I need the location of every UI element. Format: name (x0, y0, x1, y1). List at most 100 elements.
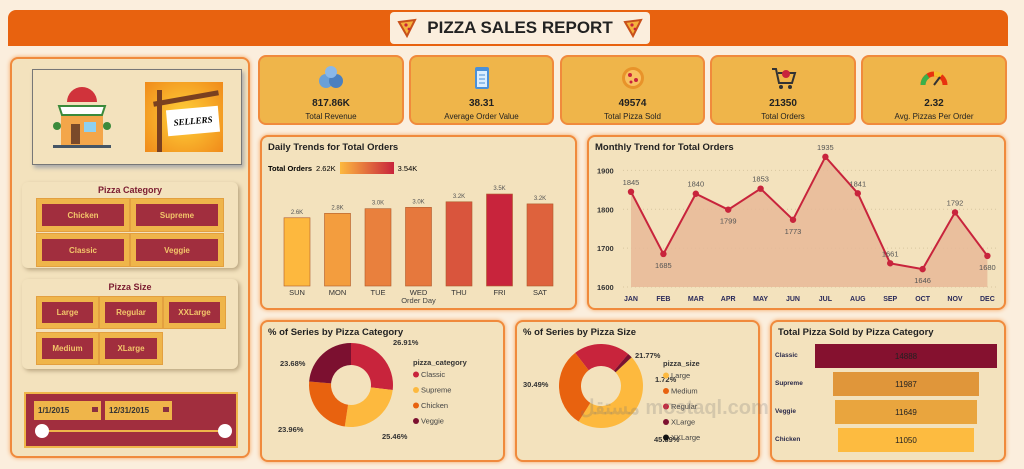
data-point[interactable] (887, 260, 894, 267)
data-label: 1680 (979, 263, 996, 272)
kpi-card-total-orders: 21350 Total Orders (710, 55, 856, 125)
data-point[interactable] (627, 188, 635, 195)
button-label: XXLarge (169, 302, 220, 323)
date-slider-end-handle[interactable] (218, 424, 232, 438)
data-label: 3.2K (534, 196, 546, 202)
slicer-title: Pizza Category (97, 185, 163, 195)
size-medium-button[interactable]: Medium (36, 332, 99, 365)
kpi-value: 817.86K (312, 98, 350, 109)
data-point[interactable] (951, 209, 959, 216)
data-label: 1840 (687, 180, 704, 189)
data-point[interactable] (919, 265, 926, 273)
category-classic-button[interactable]: Classic (36, 233, 130, 267)
bar-value: 11987 (895, 379, 917, 389)
category-label: Supreme (775, 380, 803, 387)
kpi-value: 38.31 (468, 98, 495, 109)
x-tick-label: MAY (753, 296, 768, 303)
legend-item-classic[interactable]: Classic (421, 370, 445, 379)
slice-classic[interactable] (351, 343, 393, 391)
bar-sun[interactable] (283, 217, 311, 287)
legend-title: pizza_size (663, 359, 700, 368)
data-point[interactable] (822, 153, 829, 161)
calendar-icon (163, 407, 169, 412)
size-regular-button[interactable]: Regular (99, 296, 163, 329)
data-point[interactable] (854, 190, 861, 197)
kpi-value: 21350 (769, 98, 797, 109)
data-point[interactable] (692, 190, 699, 197)
category-chicken-button[interactable]: Chicken (36, 198, 130, 232)
slice-xlarge[interactable] (613, 354, 632, 373)
bar-mon[interactable] (324, 213, 351, 287)
end-date-input[interactable]: 12/31/2015 (105, 401, 172, 420)
legend-item-medium[interactable]: Medium (671, 387, 698, 396)
pizza-sold-by-category-chart: Total Pizza Sold by Pizza Category Class… (770, 320, 1006, 462)
category-supreme-button[interactable]: Supreme (130, 198, 224, 232)
data-label: 1799 (720, 217, 737, 226)
kpi-value: 49574 (618, 98, 647, 109)
page-title: PIZZA SALES REPORT (427, 18, 613, 37)
daily-trends-chart: Daily Trends for Total Orders Total Orde… (260, 135, 577, 310)
data-point[interactable] (725, 206, 732, 213)
legend-item-large[interactable]: Large (671, 371, 690, 380)
bar-wed[interactable] (405, 207, 432, 287)
date-slider-track[interactable] (42, 430, 224, 432)
legend-item-regular[interactable]: Regular (671, 402, 698, 411)
slice-veggie[interactable] (309, 343, 351, 384)
slice-supreme[interactable] (344, 387, 393, 427)
date-slider-start-handle[interactable] (35, 424, 49, 438)
slice-chicken[interactable] (309, 381, 349, 427)
size-large-button[interactable]: Large (36, 296, 99, 329)
legend-item-veggie[interactable]: Veggie (421, 417, 444, 426)
start-date-input[interactable]: 1/1/2015 (34, 401, 101, 420)
trend-line (630, 155, 989, 271)
legend-item-xxlarge[interactable]: XXLarge (671, 433, 700, 442)
data-label: 2.6K (291, 210, 303, 216)
sellers-sign-text: SELLERS (165, 105, 221, 137)
category-donut-chart: % of Series by Pizza Category 26.91% 25.4… (260, 320, 505, 462)
data-label: 3.5K (493, 186, 505, 192)
y-tick-label: 1800 (597, 205, 614, 214)
kpi-label: Total Revenue (305, 112, 357, 121)
pizza-size-slicer: Pizza Size Large Regular XXLarge Medium … (22, 279, 238, 369)
slice-regular[interactable] (575, 344, 629, 371)
size-xlarge-button[interactable]: XLarge (99, 332, 163, 365)
category-veggie-button[interactable]: Veggie (130, 233, 224, 267)
logo-card: SELLERS (32, 69, 242, 165)
pizza-icon (621, 67, 644, 89)
cart-icon (772, 68, 797, 89)
legend-item-supreme[interactable]: Supreme (421, 386, 451, 395)
kpi-card-total-revenue: 817.86K Total Revenue (258, 55, 404, 125)
funnel-bar-classic[interactable]: 14888 (815, 344, 997, 368)
funnel-bar-veggie[interactable]: 11649 (834, 400, 978, 424)
funnel-bar-chicken[interactable]: 11050 (838, 428, 974, 452)
legend-title: pizza_category (413, 358, 468, 367)
data-label: 3.0K (372, 201, 384, 207)
legend-item-xlarge[interactable]: XLarge (671, 418, 695, 427)
data-point[interactable] (789, 216, 797, 223)
x-tick-label: AUG (850, 296, 866, 303)
kpi-label: Total Orders (761, 112, 805, 121)
x-tick-label: APR (721, 296, 736, 303)
bar-tue[interactable] (364, 208, 392, 287)
slice-medium[interactable] (559, 352, 591, 422)
slice-xxlarge[interactable] (615, 357, 632, 373)
kpi-label: Total Pizza Sold (604, 112, 661, 121)
bar-thu[interactable] (445, 201, 473, 287)
bar-fri[interactable] (486, 193, 513, 287)
slice-label: 1.72% (655, 375, 677, 384)
size-xxlarge-button[interactable]: XXLarge (163, 296, 226, 329)
data-point[interactable] (757, 185, 764, 192)
data-point[interactable] (984, 252, 991, 260)
button-label: Large (42, 302, 93, 323)
data-point[interactable] (660, 250, 667, 258)
category-label: Chicken (775, 436, 801, 443)
kpi-card-avg-pizzas-per-order: 2.32 Avg. Pizzas Per Order (861, 55, 1007, 125)
kpi-card-average-order-value: 38.31 Average Order Value (409, 55, 554, 125)
x-tick-label: JUN (786, 296, 800, 303)
chart-title: % of Series by Pizza Category (268, 327, 404, 338)
bar-sat[interactable] (526, 203, 554, 287)
legend-item-chicken[interactable]: Chicken (421, 401, 448, 410)
funnel-bar-supreme[interactable]: 11987 (832, 372, 980, 396)
button-label: Regular (105, 302, 157, 323)
slice-large[interactable] (578, 357, 643, 428)
